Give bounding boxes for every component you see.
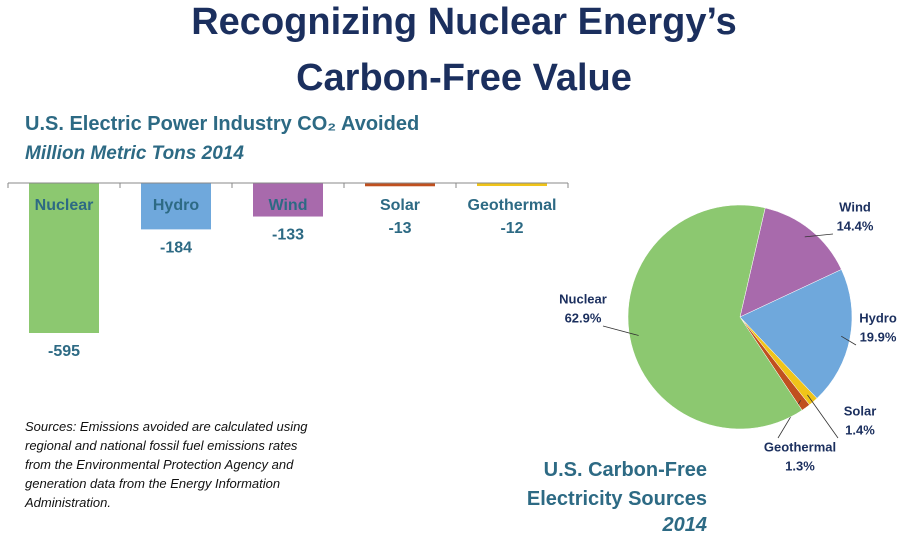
pie-chart-subtitle: 2014: [662, 514, 708, 536]
category-label: Nuclear: [35, 197, 94, 214]
slice-value: 19.9%: [860, 329, 897, 344]
pie-slice: [739, 207, 842, 318]
slice-label: Hydro: [859, 310, 897, 325]
category-label: Hydro: [153, 197, 199, 214]
bar: [477, 183, 547, 187]
bar-chart-subtitle: Million Metric Tons 2014: [25, 143, 244, 164]
slice-value: 1.3%: [785, 458, 815, 473]
slice-value: 62.9%: [565, 310, 602, 325]
slice-label: Nuclear: [559, 291, 607, 306]
category-label: Wind: [269, 197, 308, 214]
slice-label: Solar: [844, 403, 877, 418]
value-label: -184: [160, 240, 192, 257]
leader-line: [807, 394, 839, 439]
slice-label: Geothermal: [764, 439, 836, 454]
slice-value: 1.4%: [845, 422, 875, 437]
bar: [141, 183, 211, 230]
pie-slice: [627, 204, 803, 430]
leader-line: [804, 233, 834, 238]
value-label: -133: [272, 227, 304, 244]
bar: [253, 183, 323, 217]
value-label: -12: [500, 220, 523, 237]
value-label: -13: [388, 220, 411, 237]
pie-slice: [739, 269, 853, 399]
source-note: Sources: Emissions avoided are calculate…: [25, 419, 308, 510]
value-label: -595: [48, 343, 80, 360]
bar: [29, 183, 99, 333]
category-label: Geothermal: [468, 197, 557, 214]
leader-line: [841, 335, 857, 346]
pie-chart-title: U.S. Carbon-Free Electricity Sources: [526, 459, 707, 510]
bar: [365, 183, 435, 187]
leader-line: [602, 325, 639, 336]
bar-chart-title: U.S. Electric Power Industry CO₂ Avoided: [25, 113, 420, 135]
slice-value: 14.4%: [837, 218, 874, 233]
slice-label: Wind: [839, 199, 871, 214]
category-label: Solar: [380, 197, 420, 214]
slide-title: Recognizing Nuclear Energy’s Carbon-Free…: [191, 1, 737, 99]
